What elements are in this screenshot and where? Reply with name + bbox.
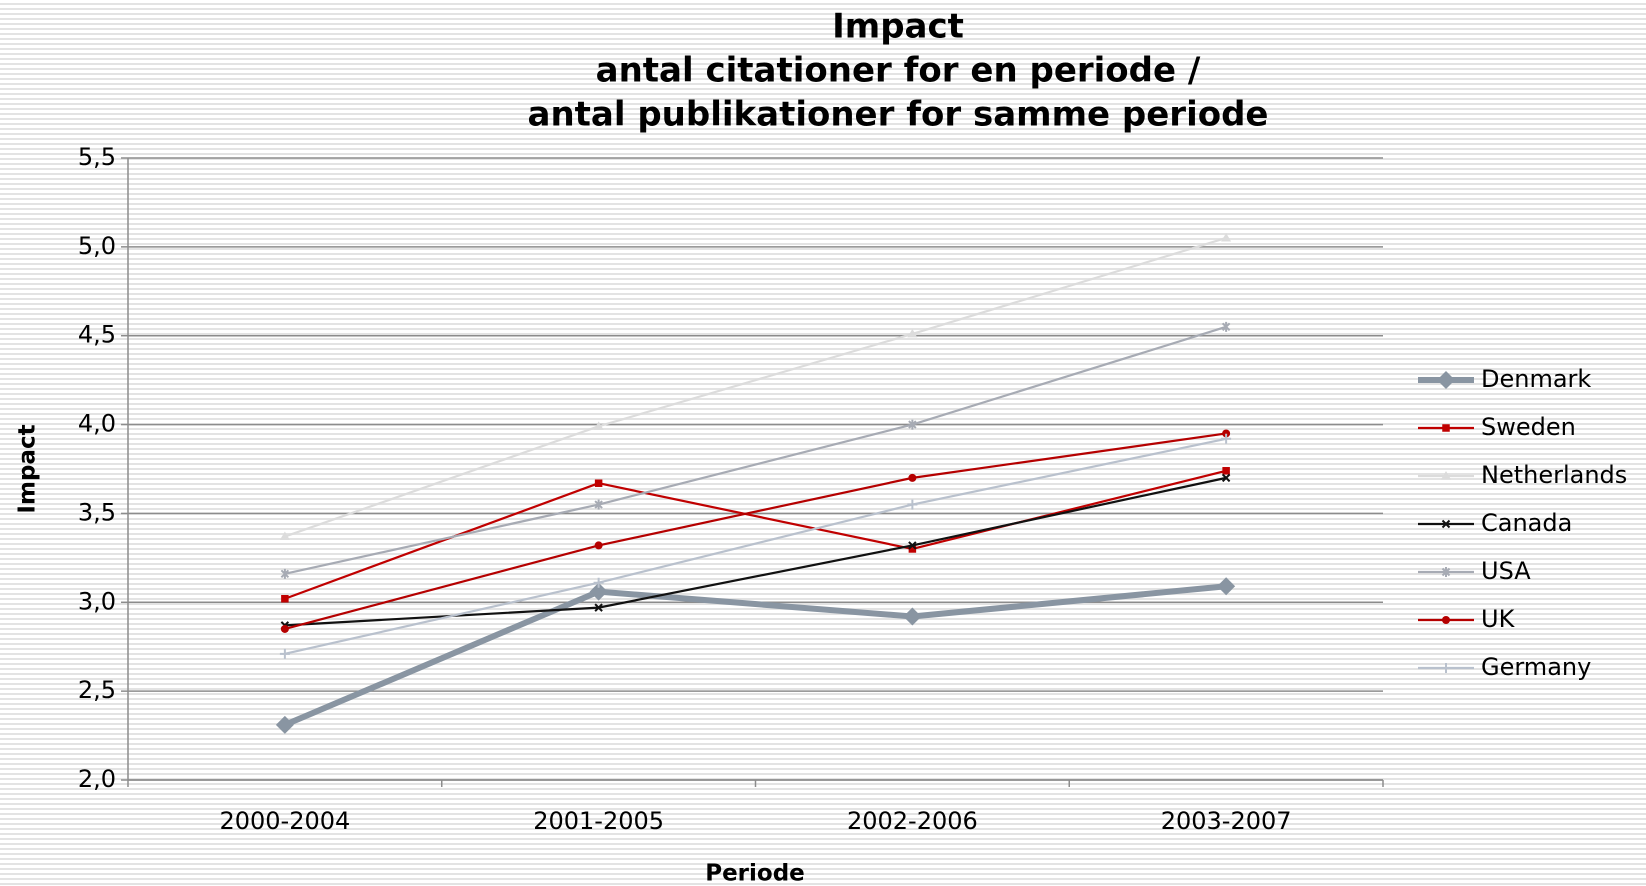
data-point — [1221, 433, 1232, 444]
data-point — [1217, 577, 1236, 596]
data-point — [593, 577, 604, 588]
data-point — [279, 648, 290, 659]
y-tick-label: 2,0 — [78, 765, 116, 793]
x-tick-label: 2001-2005 — [533, 807, 664, 835]
y-tick-label: 5,0 — [78, 232, 116, 260]
data-point — [908, 541, 917, 550]
data-point — [280, 624, 289, 633]
legend-marker — [1441, 519, 1451, 529]
legend-label: Canada — [1481, 509, 1572, 537]
data-point — [908, 473, 917, 482]
data-point — [1221, 321, 1231, 332]
y-tick-label: 3,5 — [78, 498, 116, 526]
y-tick-label: 5,5 — [78, 143, 116, 171]
series-line — [284, 236, 1227, 538]
chart-title: antal citationer for en periode / — [596, 51, 1201, 91]
series-line — [284, 325, 1227, 575]
x-tick-label: 2000-2004 — [219, 807, 350, 835]
data-point — [907, 499, 918, 510]
legend-marker — [1442, 424, 1450, 432]
series-line — [284, 432, 1227, 631]
y-tick-label: 3,0 — [78, 587, 116, 615]
chart-title: antal publikationer for samme periode — [528, 95, 1269, 135]
legend-label: Sweden — [1481, 413, 1576, 441]
y-tick-label: 4,0 — [78, 410, 116, 438]
data-point — [280, 568, 290, 579]
data-point — [281, 594, 289, 603]
legend-label: Netherlands — [1481, 461, 1627, 489]
x-axis-title: Periode — [705, 861, 805, 886]
data-point — [1221, 473, 1231, 483]
data-point — [1222, 429, 1231, 438]
y-tick-label: 2,5 — [78, 676, 116, 704]
data-point — [1222, 467, 1230, 475]
legend-marker — [1441, 663, 1451, 673]
data-point — [907, 328, 918, 338]
data-point — [279, 531, 290, 541]
data-point — [594, 603, 603, 612]
series-line — [284, 469, 1227, 600]
data-point — [908, 419, 917, 430]
data-point — [594, 499, 603, 510]
legend-label: Denmark — [1481, 365, 1591, 393]
data-point — [908, 545, 917, 553]
y-tick-label: 4,5 — [78, 321, 116, 349]
legend-label: Germany — [1481, 653, 1591, 681]
series-line — [283, 583, 1227, 728]
data-point — [593, 421, 604, 430]
data-point — [594, 479, 603, 487]
legend-label: UK — [1481, 605, 1516, 633]
y-axis-title: Impact — [15, 424, 41, 513]
legend-marker — [1441, 471, 1451, 480]
series-line — [284, 437, 1227, 655]
chart-title: Impact — [832, 7, 964, 47]
data-point — [1221, 232, 1232, 242]
legend-marker — [1442, 616, 1450, 624]
data-point — [903, 607, 922, 626]
x-tick-label: 2003-2007 — [1161, 807, 1292, 835]
legend-marker — [1437, 371, 1455, 389]
legend-marker — [1441, 567, 1451, 577]
legend-label: USA — [1481, 557, 1531, 585]
data-point — [275, 715, 294, 734]
x-tick-label: 2002-2006 — [847, 807, 978, 835]
series-line — [284, 476, 1227, 627]
data-point — [594, 541, 603, 550]
data-point — [589, 582, 608, 601]
